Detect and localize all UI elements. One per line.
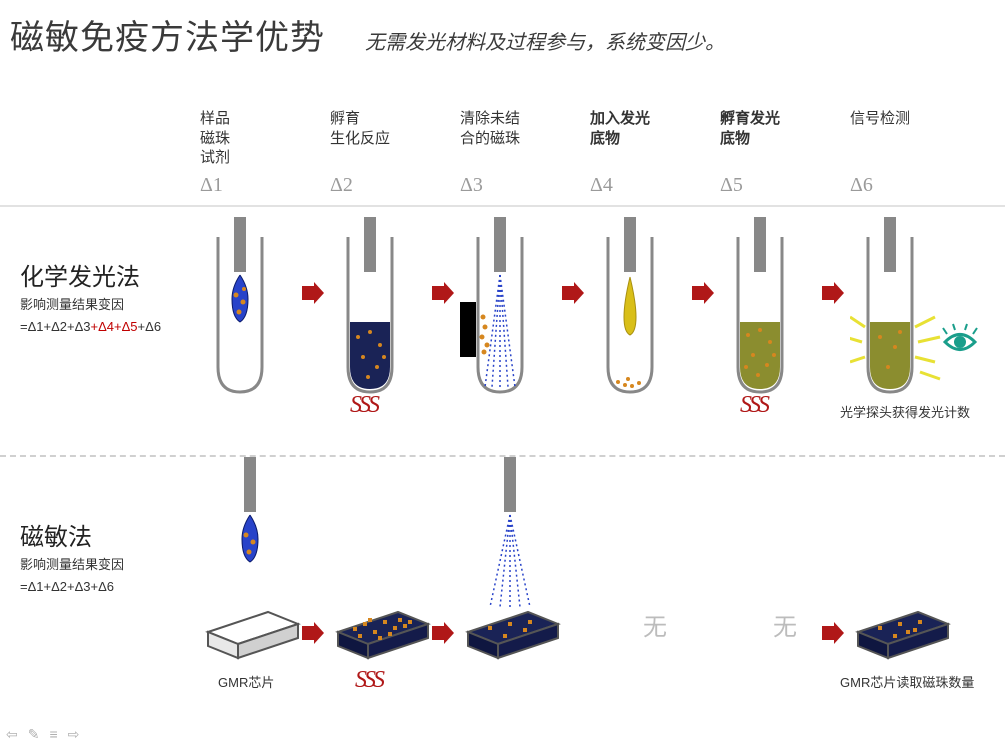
delta-4: Δ4 (590, 174, 720, 197)
slide-controls: ⇦ ✎ ≡ ⇨ (6, 726, 79, 743)
method2-factors: 影响测量结果变因 (20, 556, 190, 574)
method1-detect-caption: 光学探头获得发光计数 (840, 402, 970, 421)
tube-step3 (460, 217, 540, 397)
tube-step2 (330, 217, 410, 397)
arrow-icon (302, 622, 324, 644)
menu-icon[interactable]: ≡ (49, 726, 57, 743)
heat-icon: SSS (350, 392, 377, 419)
delta-row: Δ1 Δ2 Δ3 Δ4 Δ5 Δ6 (0, 174, 1005, 197)
subtitle: 无需发光材料及过程参与，系统变因少。 (365, 26, 725, 59)
chip-step1 (200, 457, 310, 687)
method1-formula: =Δ1+Δ2+Δ3+Δ4+Δ5+Δ6 (20, 318, 190, 336)
method2-formula: =Δ1+Δ2+Δ3+Δ6 (20, 578, 190, 596)
step-3-label: 清除未结 合的磁珠 (460, 109, 590, 168)
tube-step5 (720, 217, 800, 397)
step-header: 样品 磁珠 试剂 孵育 生化反应 清除未结 合的磁珠 加入发光 底物 孵育发光 … (0, 109, 1005, 168)
chip-step6 (850, 457, 960, 687)
step-1-label: 样品 磁珠 试剂 (200, 109, 330, 168)
arrow-icon (822, 622, 844, 644)
method2-row: 磁敏法 影响测量结果变因 =Δ1+Δ2+Δ3+Δ6 GMR芯片 (0, 457, 1005, 717)
arrow-icon (432, 282, 454, 304)
delta-1: Δ1 (200, 174, 330, 197)
delta-6: Δ6 (850, 174, 980, 197)
absent-label: 无 (720, 457, 850, 642)
method1-name: 化学发光法 (20, 257, 190, 292)
step-6-label: 信号检测 (850, 109, 980, 168)
absent-label: 无 (590, 457, 720, 642)
arrow-icon (822, 282, 844, 304)
delta-3: Δ3 (460, 174, 590, 197)
method2-name: 磁敏法 (20, 517, 190, 552)
tube-step1 (200, 217, 280, 397)
heat-icon: SSS (740, 392, 767, 419)
chip-step2 (330, 457, 440, 687)
page-title: 磁敏免疫方法学优势 (10, 10, 325, 59)
method1-row: 化学发光法 影响测量结果变因 =Δ1+Δ2+Δ3+Δ4+Δ5+Δ6 (0, 207, 1005, 437)
chip-label: GMR芯片 (218, 672, 274, 691)
next-icon[interactable]: ⇨ (68, 726, 80, 743)
arrow-icon (432, 622, 454, 644)
step-2-label: 孵育 生化反应 (330, 109, 460, 168)
arrow-icon (692, 282, 714, 304)
step-5-label: 孵育发光 底物 (720, 109, 850, 168)
delta-2: Δ2 (330, 174, 460, 197)
tube-step6 (850, 217, 980, 397)
method1-factors: 影响测量结果变因 (20, 296, 190, 314)
tube-step4 (590, 217, 670, 397)
method2-detect-caption: GMR芯片读取磁珠数量 (840, 672, 974, 691)
arrow-icon (302, 282, 324, 304)
edit-icon[interactable]: ✎ (28, 726, 40, 743)
arrow-icon (562, 282, 584, 304)
step-4-label: 加入发光 底物 (590, 109, 720, 168)
delta-5: Δ5 (720, 174, 850, 197)
prev-icon[interactable]: ⇦ (6, 726, 18, 743)
chip-step3 (460, 457, 570, 687)
heat-icon: SSS (355, 667, 382, 694)
